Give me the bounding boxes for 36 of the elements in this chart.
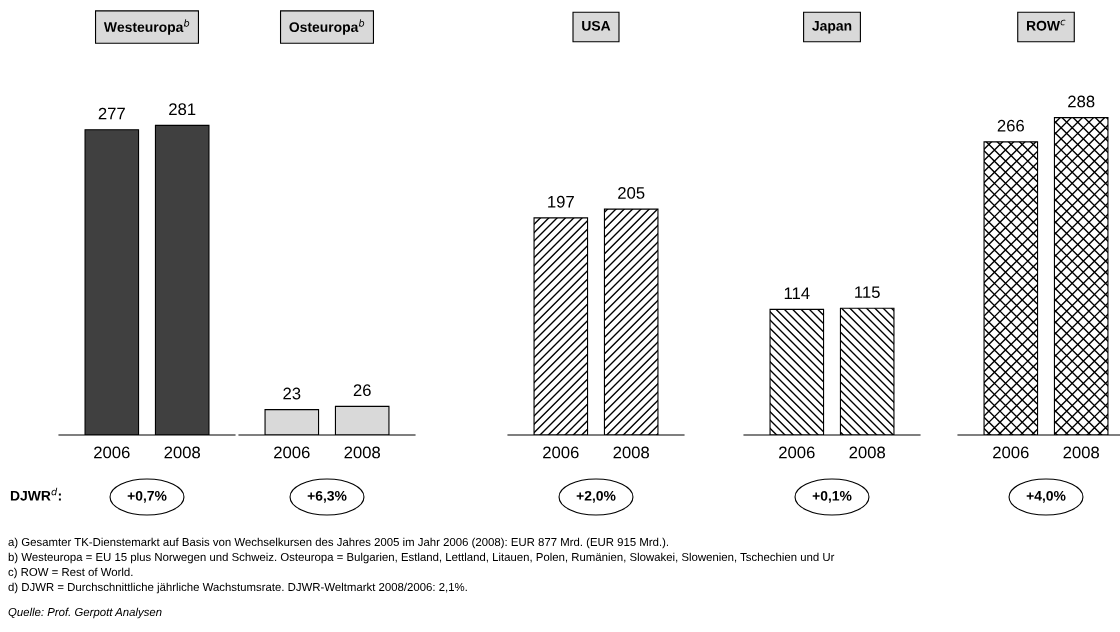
- x-tick-label: 2006: [779, 446, 815, 459]
- x-tick-label: 2006: [543, 446, 579, 459]
- text: +6,3%: [307, 490, 347, 503]
- chart-title: ROW$^{c}$: [1027, 19, 1066, 31]
- data-label: 266: [997, 119, 1024, 132]
- x-tick-label: 2006: [993, 446, 1029, 459]
- text: b) Westeuropa = EU 15 plus Norwegen und Schweiz. Osteuropa = Bulgarien, Estland, Lettland, Litauen, Polen, Rumänien, Slowakei, Slowenien, Tschechien und Ur: [8, 552, 835, 564]
- x-tick-label: 2006: [274, 446, 310, 459]
- x-tick-label: 2008: [849, 446, 886, 459]
- chart-title: USA: [582, 20, 611, 31]
- chart-title: Westeuropa$^{b}$: [103, 19, 190, 35]
- x-tick-label: 2008: [613, 446, 650, 459]
- source-note: Quelle: Prof. Gerpott Analysen: [8, 607, 162, 619]
- data-label: 23: [283, 387, 301, 400]
- data-label: 205: [618, 187, 645, 199]
- text: +0,1%: [812, 490, 852, 503]
- data-label: 197: [548, 195, 574, 208]
- x-tick-label: 2008: [344, 446, 381, 459]
- data-label: 277: [98, 107, 125, 120]
- data-label: 281: [169, 103, 196, 116]
- text: +4,0%: [1026, 490, 1066, 503]
- text: +0,7%: [127, 490, 167, 503]
- text: +2,0%: [576, 490, 616, 503]
- data-label: 288: [1068, 95, 1095, 108]
- data-label: 115: [855, 286, 880, 299]
- text: c) ROW = Rest of World.: [8, 567, 133, 579]
- data-label: 114: [784, 287, 810, 299]
- chart-title: Japan: [812, 21, 852, 34]
- text: d) DJWR = Durchschnittliche jährliche Wachstumsrate. DJWR-Weltmarkt 2008/2006: 2,1%.: [8, 582, 467, 594]
- data-label: 26: [353, 384, 371, 397]
- text: a) Gesamter TK-Dienstemarkt auf Basis von Wechselkursen des Jahres 2005 im Jahr 2006 (2008): EUR 877 Mrd. (EUR 915 Mrd.).: [8, 537, 669, 549]
- chart-title: Osteuropa$^{b}$: [289, 19, 365, 35]
- text: DJWR$^{d}$:: [10, 487, 61, 501]
- x-tick-label: 2008: [1063, 446, 1100, 459]
- x-tick-label: 2006: [94, 446, 130, 459]
- x-tick-label: 2008: [164, 446, 201, 459]
